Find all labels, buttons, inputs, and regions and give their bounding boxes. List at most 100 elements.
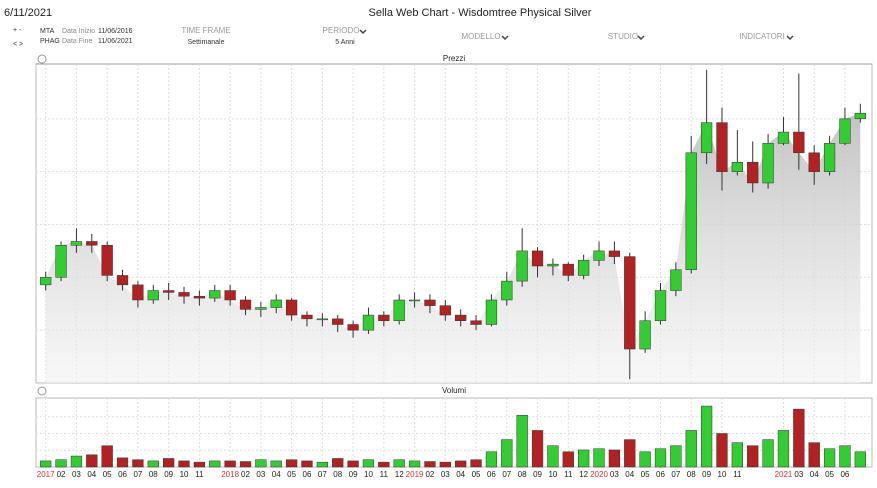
x-tick-label: 06: [487, 470, 496, 479]
candle-body: [501, 280, 513, 301]
start-date: 11/06/2016: [98, 28, 133, 35]
x-tick-label: 08: [518, 470, 527, 479]
volume-bar: [332, 458, 344, 468]
x-tick-label: 04: [272, 470, 281, 479]
x-tick-label: 11: [380, 470, 389, 479]
candle-body: [86, 241, 98, 246]
candle-body: [823, 143, 836, 172]
volume-bar: [285, 459, 298, 468]
candle-body: [685, 152, 697, 271]
panel-icon[interactable]: [37, 54, 47, 64]
candle-body: [854, 112, 866, 120]
x-tick-label: 07: [502, 470, 511, 479]
volume-bar: [470, 459, 482, 468]
volume-bar: [70, 455, 83, 468]
x-tick-label: 02: [57, 470, 66, 479]
candle-body: [270, 299, 282, 308]
date: 6/11/2021: [4, 7, 52, 19]
price-panel-title: Prezzi: [443, 54, 465, 63]
candle-body: [470, 320, 482, 325]
volume-bar: [762, 439, 774, 468]
volume-bar: [562, 451, 574, 468]
volume-bar: [209, 460, 221, 468]
x-tick-label: 10: [548, 470, 557, 479]
volume-bar: [393, 459, 405, 468]
candle-body: [116, 275, 129, 286]
volume-bar: [685, 430, 697, 468]
page-title: Sella Web Chart - Wisdomtree Physical Si…: [369, 7, 592, 19]
candle-body: [209, 290, 221, 299]
volume-bar: [808, 442, 820, 468]
candle-body: [762, 143, 774, 184]
candle-body: [455, 314, 467, 321]
volume-panel-title: Volumi: [442, 386, 466, 395]
x-tick-label: 2019: [406, 470, 424, 479]
x-tick-label: 05: [287, 470, 296, 479]
svg-text:< >: < >: [13, 41, 23, 48]
volume-bar: [178, 460, 190, 468]
timeframe-label[interactable]: TIME FRAME: [181, 26, 230, 35]
volume-bar: [639, 451, 651, 468]
volume-bar: [255, 459, 267, 468]
x-tick-label: 02: [241, 470, 250, 479]
candle-body: [485, 299, 498, 325]
x-tick-label: 12: [579, 470, 588, 479]
volume-bar: [793, 408, 805, 468]
x-tick-label: 03: [794, 470, 803, 479]
volume-bar: [270, 460, 282, 468]
indicators-menu[interactable]: INDICATORI: [739, 32, 784, 41]
symbol: PHAG: [40, 38, 60, 45]
volume-bar: [424, 461, 436, 468]
volume-bar: [485, 451, 498, 468]
x-tick-label: 07: [671, 470, 680, 479]
panel-icon[interactable]: [37, 386, 47, 396]
x-tick-label: 11: [733, 470, 742, 479]
x-tick-label: 03: [610, 470, 619, 479]
x-tick-label: 10: [364, 470, 373, 479]
candle-body: [777, 131, 790, 144]
volume-bar: [547, 445, 559, 468]
volume-bar: [700, 405, 713, 468]
volume-bar: [132, 459, 144, 468]
volume-bar: [578, 449, 590, 468]
x-tick-label: 2021: [775, 470, 793, 479]
candle-body: [700, 122, 713, 154]
volume-bar: [40, 460, 52, 468]
candle-body: [547, 263, 559, 267]
candle-body: [147, 290, 159, 301]
x-tick-label: 04: [810, 470, 819, 479]
volume-bar: [608, 449, 621, 468]
x-tick-label: 08: [687, 470, 696, 479]
x-tick-label: 04: [625, 470, 634, 479]
model-menu[interactable]: MODELLO: [461, 32, 500, 41]
candle-body: [808, 152, 820, 172]
timeframe[interactable]: Settimanale: [188, 39, 225, 46]
x-tick-label: 10: [718, 470, 727, 479]
volume-bar: [531, 430, 544, 468]
candle-body: [70, 241, 83, 246]
period-label[interactable]: PERIODO: [323, 26, 360, 35]
x-tick-label: 04: [456, 470, 465, 479]
candle-body: [362, 314, 375, 331]
candle-body: [285, 299, 298, 316]
volume-bar: [747, 445, 759, 468]
volume-bar: [301, 460, 313, 468]
volume-bar: [439, 461, 451, 468]
volume-bar: [670, 445, 682, 468]
candle-body: [562, 263, 574, 276]
candle-body: [193, 295, 206, 299]
volume-bar: [823, 448, 836, 468]
candle-body: [731, 161, 743, 172]
volume-bar: [408, 460, 421, 468]
study-menu[interactable]: STUDIO: [608, 32, 638, 41]
zoom-icons[interactable]: + - < >: [13, 27, 23, 48]
period[interactable]: 5 Anni: [335, 39, 355, 46]
x-tick-label: 05: [472, 470, 481, 479]
candle-body: [593, 250, 605, 261]
volume-bar: [55, 459, 67, 468]
candle-body: [55, 245, 67, 278]
x-tick-label: 03: [441, 470, 450, 479]
candle-body: [40, 277, 52, 286]
volume-bar: [116, 457, 129, 468]
